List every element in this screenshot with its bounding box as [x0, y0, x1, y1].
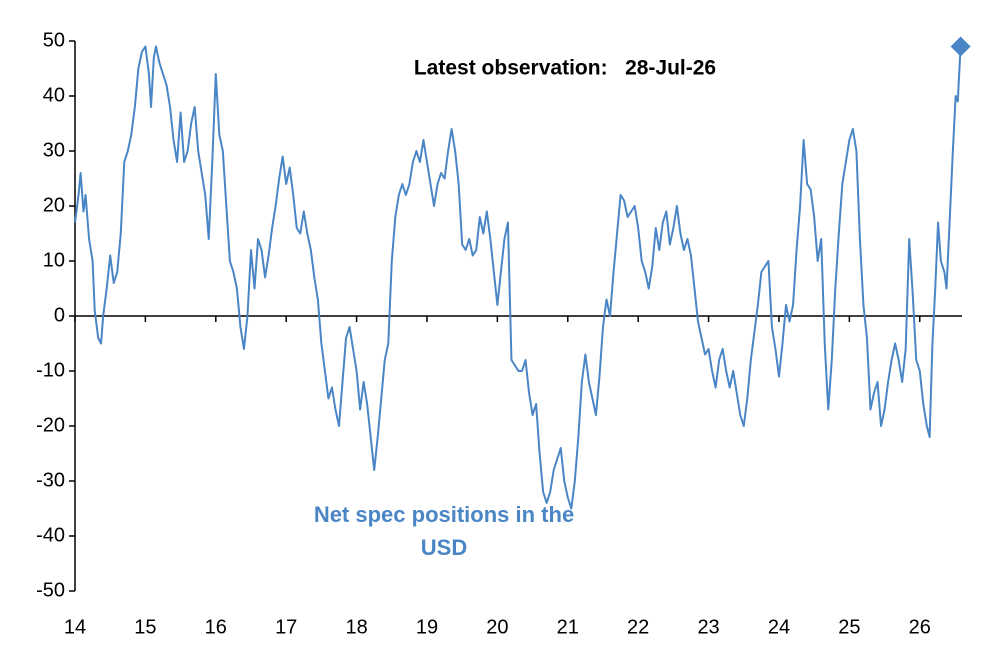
annotation: Latest observation: 28-Jul-26 [414, 57, 716, 80]
x-tick-label: 25 [838, 616, 860, 638]
x-tick-label: 15 [134, 616, 156, 638]
y-tick-label: -50 [36, 579, 65, 601]
x-tick-label: 20 [486, 616, 508, 638]
series-line [74, 45, 962, 510]
x-tick-label: 26 [909, 616, 931, 638]
y-tick-label: 30 [43, 139, 65, 161]
x-tick-label: 23 [697, 616, 719, 638]
x-tick-label: 19 [416, 616, 438, 638]
y-tick-label: 40 [43, 84, 65, 106]
x-tick-label: 21 [557, 616, 579, 638]
y-tick-label: 50 [43, 29, 65, 51]
x-tick-label: 24 [768, 616, 790, 638]
y-tick-label: -40 [36, 524, 65, 546]
x-tick-label: 16 [205, 616, 227, 638]
x-tick-label: 22 [627, 616, 649, 638]
y-tick-label: -10 [36, 359, 65, 381]
x-tick-label: 17 [275, 616, 297, 638]
series-label: Net spec positions in the USD [313, 502, 575, 560]
y-tick-label: 20 [43, 194, 65, 216]
y-tick-label: 10 [43, 249, 65, 271]
y-tick-label: -20 [36, 414, 65, 436]
latest-marker [950, 36, 971, 57]
x-tick-label: 18 [345, 616, 367, 638]
y-tick-label: -30 [36, 469, 65, 491]
x-tick-label: 14 [64, 616, 86, 638]
y-tick-label: 0 [54, 304, 65, 326]
